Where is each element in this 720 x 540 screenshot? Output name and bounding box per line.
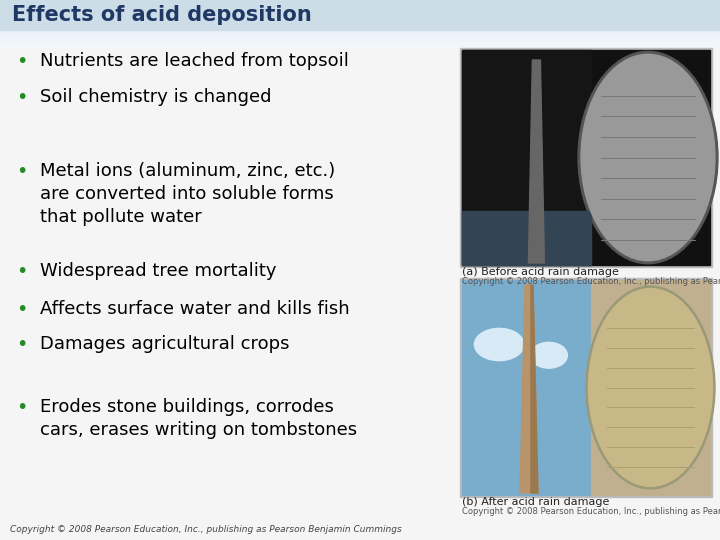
Bar — [0, 44, 720, 45]
Bar — [0, 29, 720, 30]
Ellipse shape — [530, 342, 567, 368]
Ellipse shape — [474, 328, 524, 361]
Bar — [460, 48, 712, 267]
Bar — [0, 32, 720, 33]
Text: •: • — [17, 262, 27, 281]
Bar — [0, 19, 720, 21]
Bar — [0, 35, 720, 36]
Bar — [0, 21, 720, 22]
Text: Soil chemistry is changed: Soil chemistry is changed — [40, 88, 271, 106]
Bar — [0, 24, 720, 25]
Text: •: • — [17, 52, 27, 71]
Text: •: • — [17, 162, 27, 181]
Bar — [0, 26, 720, 28]
Bar — [591, 280, 710, 495]
Bar — [0, 7, 720, 9]
Text: Widespread tree mortality: Widespread tree mortality — [40, 262, 276, 280]
Text: Damages agricultural crops: Damages agricultural crops — [40, 335, 289, 353]
Bar — [0, 30, 720, 31]
Bar — [0, 5, 720, 6]
Bar — [0, 1, 720, 2]
Bar — [0, 37, 720, 38]
Bar — [0, 38, 720, 39]
Ellipse shape — [588, 288, 713, 487]
Ellipse shape — [578, 51, 718, 264]
Bar — [0, 6, 720, 7]
Bar — [0, 2, 720, 4]
Text: Copyright © 2008 Pearson Education, Inc., publishing as Pearson Benjamin Cumming: Copyright © 2008 Pearson Education, Inc.… — [10, 525, 402, 534]
Bar — [0, 0, 720, 1]
Bar — [0, 0, 720, 30]
Bar — [0, 18, 720, 19]
Bar — [0, 13, 720, 15]
Text: (b) After acid rain damage: (b) After acid rain damage — [462, 497, 609, 507]
Text: Affects surface water and kills fish: Affects surface water and kills fish — [40, 300, 350, 318]
Bar — [462, 50, 591, 265]
Bar — [0, 8, 720, 10]
Bar — [0, 36, 720, 37]
Bar — [0, 33, 720, 35]
Bar — [0, 45, 720, 47]
Bar — [460, 278, 712, 497]
Bar — [0, 17, 720, 18]
Text: Effects of acid deposition: Effects of acid deposition — [12, 5, 312, 25]
Bar — [0, 28, 720, 29]
Bar — [462, 280, 591, 495]
Bar — [0, 42, 720, 43]
Bar — [0, 43, 720, 44]
Bar — [0, 31, 720, 32]
Bar — [0, 3, 720, 5]
Bar — [0, 25, 720, 26]
Text: •: • — [17, 88, 27, 107]
Polygon shape — [528, 60, 544, 263]
Ellipse shape — [581, 55, 715, 261]
Bar — [0, 23, 720, 24]
Bar — [0, 10, 720, 11]
Ellipse shape — [586, 286, 715, 489]
Polygon shape — [520, 285, 538, 493]
Bar — [0, 14, 720, 16]
Text: Nutrients are leached from topsoil: Nutrients are leached from topsoil — [40, 52, 349, 70]
Bar — [462, 211, 591, 265]
Bar — [0, 11, 720, 12]
Text: Copyright © 2008 Pearson Education, Inc., publishing as Pearson Benjamin Cumming: Copyright © 2008 Pearson Education, Inc.… — [462, 277, 720, 286]
Text: •: • — [17, 398, 27, 417]
Bar — [0, 12, 720, 13]
Text: •: • — [17, 300, 27, 319]
Bar — [462, 50, 710, 265]
Bar — [0, 22, 720, 23]
Text: Metal ions (aluminum, zinc, etc.)
are converted into soluble forms
that pollute : Metal ions (aluminum, zinc, etc.) are co… — [40, 162, 336, 226]
Text: Copyright © 2008 Pearson Education, Inc., publishing as Pearson Benjamin Cumming: Copyright © 2008 Pearson Education, Inc.… — [462, 507, 720, 516]
Bar — [0, 16, 720, 17]
Bar — [0, 39, 720, 41]
Text: (a) Before acid rain damage: (a) Before acid rain damage — [462, 267, 619, 277]
Text: •: • — [17, 335, 27, 354]
Text: Erodes stone buildings, corrodes
cars, erases writing on tombstones: Erodes stone buildings, corrodes cars, e… — [40, 398, 357, 439]
Polygon shape — [531, 285, 538, 493]
Bar — [0, 40, 720, 42]
